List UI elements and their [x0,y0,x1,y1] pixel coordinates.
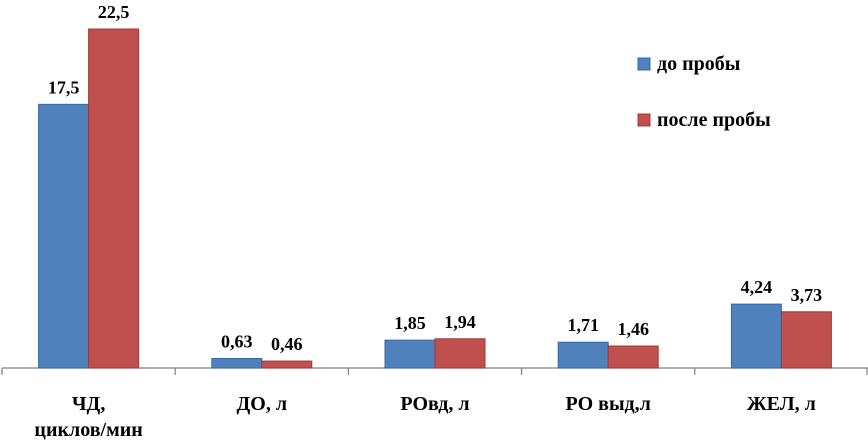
x-tick-label: ЧД, [72,393,105,415]
x-tick-label: ЖЕЛ, л [747,393,816,415]
data-label: 1,46 [617,319,649,339]
legend-label: после пробы [657,109,771,131]
data-label: 1,94 [444,312,476,332]
data-label: 17,5 [48,77,80,97]
bar-before [557,341,609,369]
data-label: 0,46 [271,334,303,354]
legend-label: до пробы [657,53,741,75]
bar-before [38,103,90,369]
data-label: 22,5 [98,2,130,22]
data-label: 1,85 [394,313,426,333]
legend-swatch-before [637,57,651,71]
bar-before [384,339,436,369]
data-label: 1,71 [567,315,599,335]
bar-after [434,338,486,369]
bar-after [88,28,140,369]
bar-after [261,360,313,369]
legend-swatch-after [637,113,651,127]
bar-after [607,345,659,369]
x-tick-label: РОвд, л [400,393,469,415]
x-tick-label: РО выд,л [565,393,650,415]
bar-before [730,303,782,369]
data-label: 0,63 [221,332,253,352]
bar-after [780,311,832,369]
bar-before [211,358,263,369]
x-tick-label: циклов/мин [34,419,142,440]
data-label: 4,24 [741,277,773,297]
data-label: 3,73 [791,285,823,305]
x-tick-label: ДО, л [237,393,288,415]
